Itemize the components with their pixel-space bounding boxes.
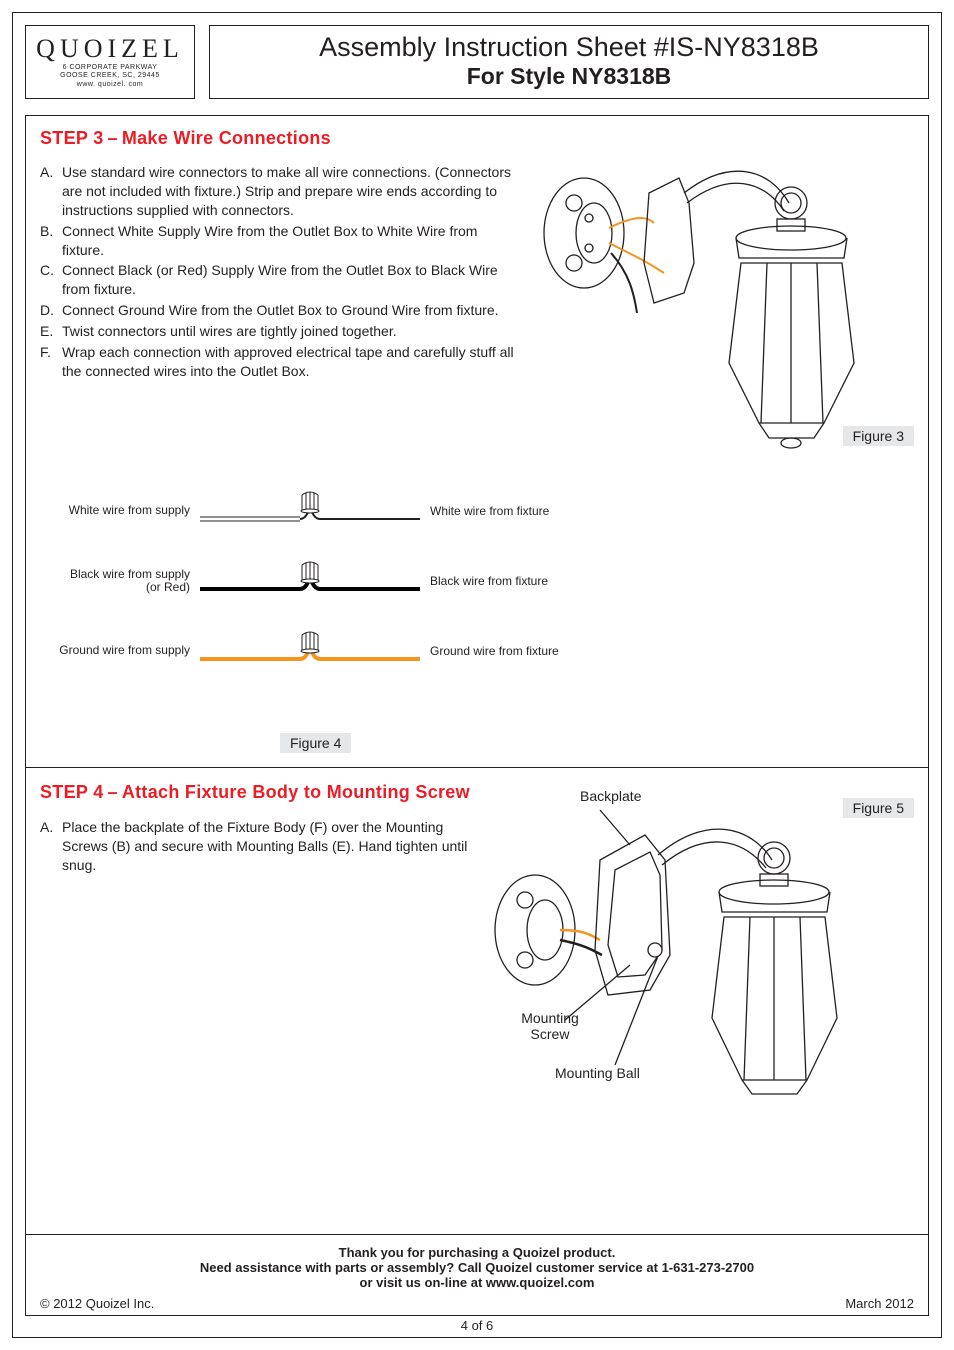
instruction-item: F.Wrap each connection with approved ele… bbox=[40, 343, 519, 381]
figure5-illustration: Backplate Mounting Screw Mounting Ball bbox=[480, 780, 880, 1100]
footer-copyright: © 2012 Quoizel Inc. bbox=[40, 1296, 154, 1311]
logo-brand: QUOIZEL bbox=[36, 34, 184, 64]
instruction-text: Wrap each connection with approved elect… bbox=[62, 343, 519, 381]
footer-l1: Thank you for purchasing a Quoizel produ… bbox=[40, 1245, 914, 1260]
step3-instructions: A.Use standard wire connectors to make a… bbox=[40, 163, 519, 463]
instruction-letter: D. bbox=[40, 301, 62, 320]
instruction-text: Place the backplate of the Fixture Body … bbox=[62, 818, 470, 875]
logo-addr2: GOOSE CREEK, SC, 29445 bbox=[36, 72, 184, 80]
instruction-letter: C. bbox=[40, 261, 62, 299]
step4-section: Figure 5 STEP 4–Attach Fixture Body to M… bbox=[26, 768, 928, 1234]
title-line2: For Style NY8318B bbox=[220, 63, 918, 90]
page-frame: QUOIZEL 6 CORPORATE PARKWAY GOOSE CREEK,… bbox=[12, 12, 942, 1338]
instruction-item: A.Place the backplate of the Fixture Bod… bbox=[40, 818, 470, 875]
instruction-item: E.Twist connectors until wires are tight… bbox=[40, 322, 519, 341]
step3-title: STEP 3–Make Wire Connections bbox=[40, 128, 914, 149]
figure3-illustration bbox=[529, 163, 914, 463]
instruction-letter: B. bbox=[40, 222, 62, 260]
title-line1: Assembly Instruction Sheet #IS-NY8318B bbox=[220, 32, 918, 63]
step4-title: STEP 4–Attach Fixture Body to Mounting S… bbox=[40, 780, 470, 804]
callout-backplate: Backplate bbox=[580, 788, 641, 804]
step4-name: Attach Fixture Body to Mounting Screw bbox=[122, 782, 470, 802]
logo-box: QUOIZEL 6 CORPORATE PARKWAY GOOSE CREEK,… bbox=[25, 25, 195, 99]
step3-num: STEP 3 bbox=[40, 128, 104, 148]
instruction-text: Connect Ground Wire from the Outlet Box … bbox=[62, 301, 519, 320]
wire-label-right: Ground wire from fixture bbox=[420, 644, 620, 658]
step4-num: STEP 4 bbox=[40, 782, 104, 802]
wire-row: Black wire from supply(or Red) Black wire… bbox=[40, 563, 914, 599]
page-number: 4 of 6 bbox=[25, 1318, 929, 1333]
callout-mounting-screw: Mounting Screw bbox=[510, 1010, 590, 1042]
figure3-label: Figure 3 bbox=[843, 426, 914, 446]
wire-label-right: White wire from fixture bbox=[420, 504, 620, 518]
instruction-letter: A. bbox=[40, 163, 62, 220]
wire-row: White wire from supply White wire from fi… bbox=[40, 493, 914, 529]
dash: – bbox=[104, 782, 122, 802]
figure4-wiring: White wire from supply White wire from fi… bbox=[40, 493, 914, 753]
wire-label-left: Black wire from supply(or Red) bbox=[40, 568, 200, 594]
logo-url: www. quoizel. com bbox=[36, 81, 184, 89]
wire-label-left: White wire from supply bbox=[40, 504, 200, 517]
step3-name: Make Wire Connections bbox=[122, 128, 331, 148]
logo-addr1: 6 CORPORATE PARKWAY bbox=[36, 64, 184, 72]
instruction-letter: F. bbox=[40, 343, 62, 381]
instruction-item: A.Use standard wire connectors to make a… bbox=[40, 163, 519, 220]
wire-label-left: Ground wire from supply bbox=[40, 644, 200, 657]
callout-mounting-ball: Mounting Ball bbox=[555, 1065, 640, 1081]
instruction-item: C.Connect Black (or Red) Supply Wire fro… bbox=[40, 261, 519, 299]
instruction-text: Twist connectors until wires are tightly… bbox=[62, 322, 519, 341]
footer-l2: Need assistance with parts or assembly? … bbox=[40, 1260, 914, 1275]
header: QUOIZEL 6 CORPORATE PARKWAY GOOSE CREEK,… bbox=[25, 25, 929, 99]
footer-date: March 2012 bbox=[845, 1296, 914, 1311]
figure4-label: Figure 4 bbox=[280, 733, 351, 753]
instruction-letter: A. bbox=[40, 818, 62, 875]
instruction-text: Use standard wire connectors to make all… bbox=[62, 163, 519, 220]
wire-connector-icon bbox=[200, 629, 420, 673]
instruction-letter: E. bbox=[40, 322, 62, 341]
step3-section: STEP 3–Make Wire Connections A.Use stand… bbox=[26, 116, 928, 768]
wire-label-right: Black wire from fixture bbox=[420, 574, 620, 588]
dash: – bbox=[104, 128, 122, 148]
title-box: Assembly Instruction Sheet #IS-NY8318B F… bbox=[209, 25, 929, 99]
footer-l3: or visit us on-line at www.quoizel.com bbox=[40, 1275, 914, 1290]
instruction-item: D.Connect Ground Wire from the Outlet Bo… bbox=[40, 301, 519, 320]
step4-left: STEP 4–Attach Fixture Body to Mounting S… bbox=[40, 780, 470, 1100]
instruction-text: Connect Black (or Red) Supply Wire from … bbox=[62, 261, 519, 299]
wire-row: Ground wire from supply Ground wire from … bbox=[40, 633, 914, 669]
content-frame: STEP 3–Make Wire Connections A.Use stand… bbox=[25, 115, 929, 1316]
wire-connector-icon bbox=[200, 559, 420, 603]
footer-block: Thank you for purchasing a Quoizel produ… bbox=[26, 1234, 928, 1315]
instruction-text: Connect White Supply Wire from the Outle… bbox=[62, 222, 519, 260]
wire-connector-icon bbox=[200, 489, 420, 533]
instruction-item: B.Connect White Supply Wire from the Out… bbox=[40, 222, 519, 260]
